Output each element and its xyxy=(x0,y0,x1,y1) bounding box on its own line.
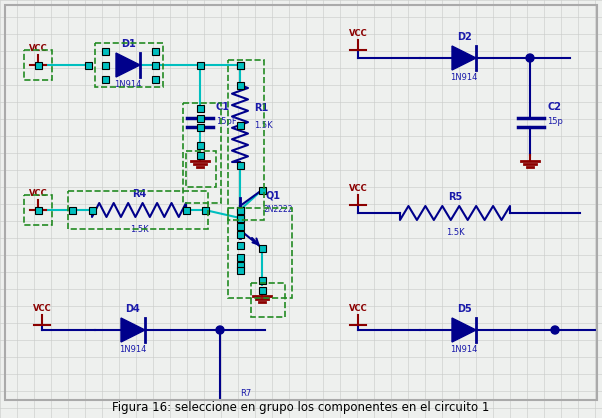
Bar xyxy=(196,151,203,158)
Text: 15pF: 15pF xyxy=(216,117,237,127)
Bar xyxy=(237,230,243,237)
Bar xyxy=(237,206,243,214)
Bar xyxy=(237,214,243,222)
Polygon shape xyxy=(121,318,145,342)
Text: 15p: 15p xyxy=(547,117,563,127)
Text: 1.5K: 1.5K xyxy=(445,228,464,237)
Text: VCC: VCC xyxy=(349,29,367,38)
Bar xyxy=(196,123,203,130)
Bar xyxy=(237,206,243,214)
Bar xyxy=(237,61,243,69)
Circle shape xyxy=(526,54,534,62)
Bar xyxy=(88,206,96,214)
Bar xyxy=(258,245,265,252)
Bar xyxy=(237,222,243,229)
Circle shape xyxy=(551,326,559,334)
Text: VCC: VCC xyxy=(29,44,48,53)
Bar xyxy=(95,43,163,87)
Text: C1: C1 xyxy=(216,102,230,112)
Bar xyxy=(102,48,108,54)
Text: 1N914: 1N914 xyxy=(114,80,141,89)
Bar xyxy=(237,161,243,168)
Text: VCC: VCC xyxy=(349,304,367,313)
Bar xyxy=(152,48,158,54)
Text: 1N914: 1N914 xyxy=(450,73,478,82)
Text: R7: R7 xyxy=(240,389,251,398)
Bar xyxy=(186,151,216,187)
Bar xyxy=(237,242,243,248)
Text: 1N914: 1N914 xyxy=(119,345,147,354)
Text: C2: C2 xyxy=(547,102,561,112)
Text: VCC: VCC xyxy=(33,304,51,313)
Bar xyxy=(237,82,243,89)
Text: R1: R1 xyxy=(254,103,268,113)
Bar xyxy=(69,206,75,214)
Bar xyxy=(196,115,203,122)
Polygon shape xyxy=(452,46,476,70)
Bar xyxy=(152,76,158,82)
Bar xyxy=(24,50,52,80)
Text: Q1: Q1 xyxy=(265,191,280,201)
Polygon shape xyxy=(452,318,476,342)
Bar xyxy=(68,191,208,229)
Bar xyxy=(228,60,264,220)
Text: R4: R4 xyxy=(132,189,146,199)
Bar xyxy=(34,206,42,214)
Bar xyxy=(202,206,208,214)
Polygon shape xyxy=(116,53,140,77)
Bar xyxy=(251,283,285,317)
Text: Figura 16: seleccione en grupo los componentes en el circuito 1: Figura 16: seleccione en grupo los compo… xyxy=(113,402,489,415)
Bar xyxy=(152,61,158,69)
Bar xyxy=(258,186,265,194)
Bar xyxy=(102,61,108,69)
Bar xyxy=(237,122,243,128)
Bar xyxy=(102,76,108,82)
Text: 1N914: 1N914 xyxy=(450,345,478,354)
Text: VCC: VCC xyxy=(29,189,48,198)
Bar xyxy=(182,206,190,214)
Text: D2: D2 xyxy=(457,32,471,42)
Bar xyxy=(84,61,92,69)
Bar xyxy=(196,142,203,148)
Bar xyxy=(228,208,292,298)
Text: R5: R5 xyxy=(448,192,462,202)
Bar xyxy=(34,61,42,69)
Bar xyxy=(196,104,203,112)
Text: VCC: VCC xyxy=(349,184,367,193)
Bar xyxy=(258,276,265,283)
Text: D5: D5 xyxy=(457,304,471,314)
Bar xyxy=(237,214,243,222)
Bar xyxy=(196,61,203,69)
Bar xyxy=(237,61,243,69)
Bar xyxy=(258,286,265,293)
Bar xyxy=(237,253,243,260)
Bar xyxy=(183,103,221,203)
Circle shape xyxy=(216,326,224,334)
Text: 1.5K: 1.5K xyxy=(129,225,148,234)
Text: 1.5K: 1.5K xyxy=(254,120,273,130)
Bar xyxy=(24,195,52,225)
Bar xyxy=(237,267,243,273)
Text: 2N2222: 2N2222 xyxy=(264,204,294,214)
Text: D1: D1 xyxy=(120,39,135,49)
Text: D4: D4 xyxy=(126,304,140,314)
Bar xyxy=(237,262,243,268)
